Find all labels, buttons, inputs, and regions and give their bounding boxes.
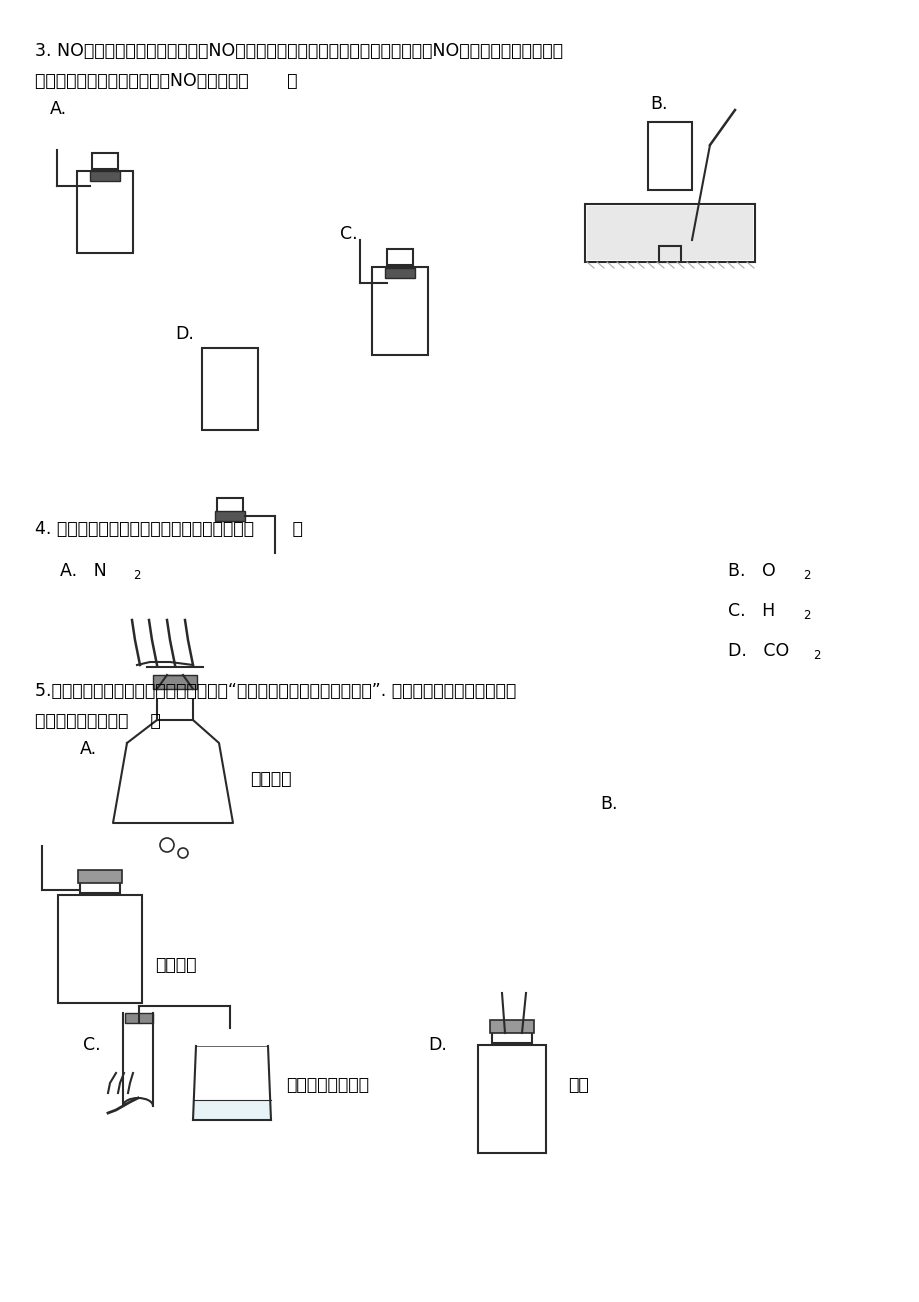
Text: D.: D.	[175, 326, 194, 342]
Text: C.   H: C. H	[727, 602, 775, 620]
Text: 加入药品: 加入药品	[250, 769, 291, 788]
Text: A.   N: A. N	[60, 562, 107, 579]
Text: B.: B.	[650, 95, 667, 113]
Text: 4. 下列气体能用集气瓶开口向下法收集的是（       ）: 4. 下列气体能用集气瓶开口向下法收集的是（ ）	[35, 519, 302, 538]
Text: 2: 2	[802, 569, 810, 582]
Text: 极易与氧气反应．实验室收集NO的装置是（       ）: 极易与氧气反应．实验室收集NO的装置是（ ）	[35, 72, 297, 90]
Text: 2: 2	[133, 569, 141, 582]
Bar	[217, 497, 243, 514]
Bar	[492, 1023, 531, 1043]
Bar	[92, 154, 118, 169]
Bar	[77, 171, 133, 253]
Bar	[58, 894, 142, 1003]
Bar	[490, 1019, 533, 1032]
Bar	[584, 204, 754, 262]
Bar	[78, 870, 122, 883]
Text: B.   O: B. O	[727, 562, 775, 579]
Text: 5.在实验操作考查中，小明抒到的题目是“二氧化碳的制取、收集和验满”. 如图是他的主要实验步骤，: 5.在实验操作考查中，小明抒到的题目是“二氧化碳的制取、收集和验满”. 如图是他…	[35, 682, 516, 700]
Bar	[202, 348, 257, 430]
Text: 检查装置的气密性: 检查装置的气密性	[286, 1075, 369, 1094]
Bar	[586, 206, 752, 260]
Bar	[384, 268, 414, 279]
Bar	[371, 267, 427, 355]
Bar	[125, 1013, 153, 1023]
Text: 3. NO是大气污染物之一，但少量NO在人体内具有扩张血管、增强记忆的功能．NO难溢于水，通常条件下: 3. NO是大气污染物之一，但少量NO在人体内具有扩张血管、增强记忆的功能．NO…	[35, 42, 562, 60]
Bar	[478, 1046, 545, 1154]
Text: 2: 2	[802, 609, 810, 622]
Bar	[194, 1100, 271, 1120]
Bar	[658, 246, 680, 262]
Bar	[80, 874, 119, 893]
Text: 2: 2	[812, 648, 820, 661]
Text: A.: A.	[80, 740, 97, 758]
Text: B.: B.	[599, 796, 617, 812]
Text: 收集气体: 收集气体	[154, 956, 197, 974]
Bar	[387, 249, 413, 266]
Bar	[647, 122, 691, 190]
Text: 其中操作有误的是（    ）: 其中操作有误的是（ ）	[35, 712, 161, 730]
Text: C.: C.	[83, 1036, 100, 1055]
Text: A.: A.	[50, 100, 67, 118]
Text: D.: D.	[427, 1036, 447, 1055]
Text: D.   CO: D. CO	[727, 642, 789, 660]
Text: C.: C.	[340, 225, 357, 243]
Bar	[215, 510, 244, 521]
Text: 验满: 验满	[567, 1075, 588, 1094]
Bar	[153, 674, 197, 689]
Bar	[90, 171, 119, 181]
